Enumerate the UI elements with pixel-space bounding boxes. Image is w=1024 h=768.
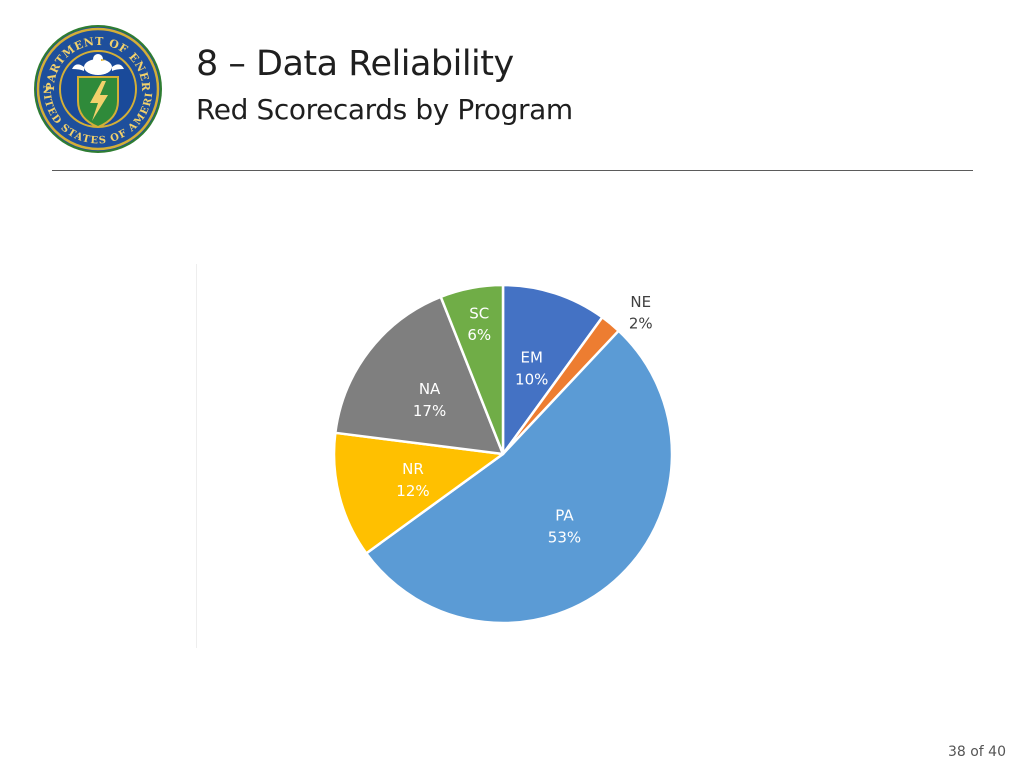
doe-seal-logo: DEPARTMENT OF ENERGY UNITED STATES OF AM…: [32, 23, 162, 153]
pie-labels: EM 10% NE 2% PA 53% NR 12% NA 17% SC 6%: [396, 293, 652, 547]
data-label-sc: SC 6%: [467, 304, 491, 344]
data-label-em: EM 10%: [515, 349, 548, 389]
page-number: 38 of 40: [947, 744, 1006, 760]
data-label-na: NA 17%: [413, 380, 446, 420]
data-label-nr: NR 12%: [396, 460, 429, 500]
chart-area-border: [196, 264, 197, 648]
page-subtitle: Red Scorecards by Program: [196, 93, 573, 126]
page-title: 8 – Data Reliability: [196, 44, 514, 84]
data-label-ne: NE 2%: [629, 293, 653, 333]
pie-slices: [332, 283, 674, 625]
pie-slice-nr: [332, 431, 505, 555]
pie-slice-na: [334, 295, 505, 456]
pie-slice-em: [501, 283, 604, 456]
pie-slice-pa: [365, 329, 674, 625]
pie-slice-sc: [439, 283, 505, 456]
data-label-pa: PA 53%: [548, 507, 581, 547]
header-divider: [52, 170, 973, 171]
